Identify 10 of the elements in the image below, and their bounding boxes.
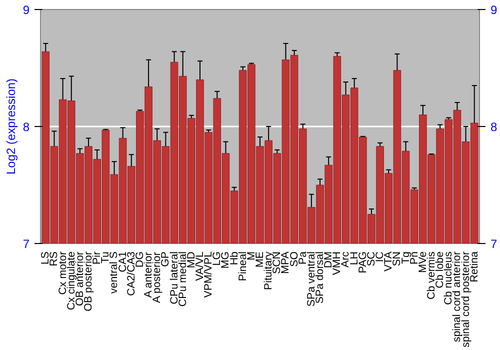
y2-tick-label: 7: [490, 237, 498, 251]
y-tick-label: 8: [22, 120, 30, 134]
x-tick-label: OB posterior: [82, 251, 95, 312]
y-axis-title: Log2 (expression): [4, 78, 18, 175]
y-tick-label: 7: [22, 237, 30, 251]
y2-tick-label: 9: [490, 3, 498, 17]
y-tick-label: 9: [22, 3, 30, 17]
x-tick-label: Tg: [400, 251, 412, 264]
y2-tick-label: 8: [490, 120, 498, 134]
x-tick-label: RS: [48, 251, 60, 266]
